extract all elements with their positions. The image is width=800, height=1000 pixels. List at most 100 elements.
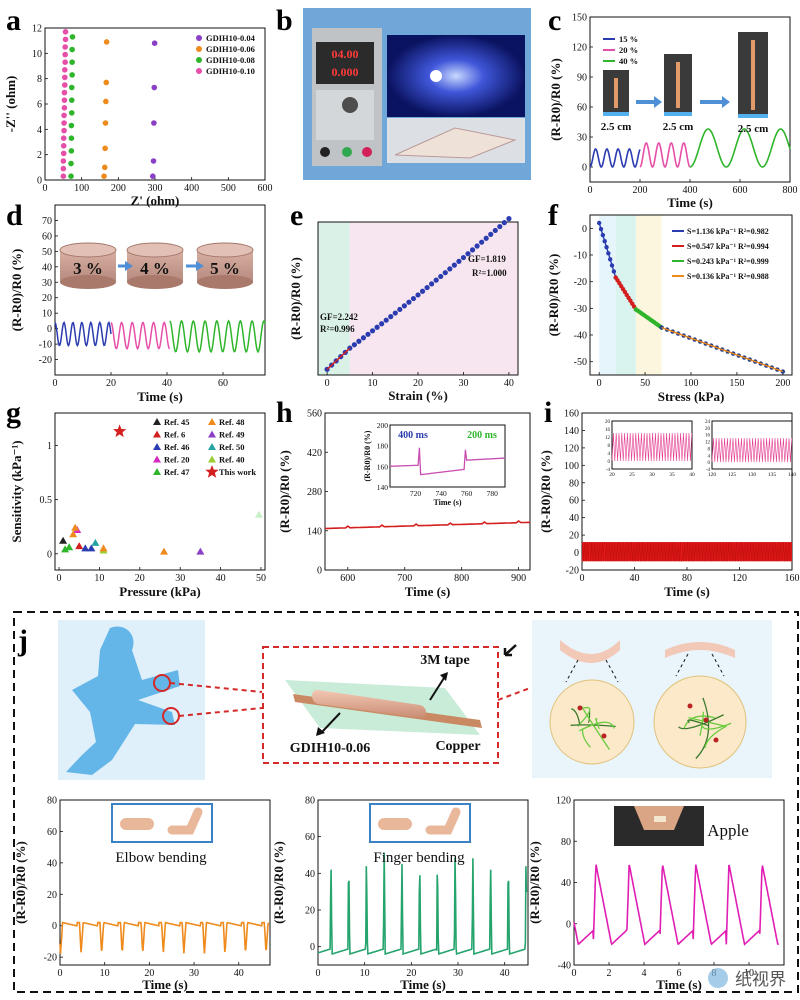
a-point-3 <box>61 120 67 126</box>
h-ytick-label: 140 <box>307 526 322 537</box>
j-finger-ylabel: (R-R0)/R0 (%) <box>271 841 286 924</box>
panel-label-g: g <box>6 396 21 429</box>
e-xtick-label: 30 <box>458 378 468 389</box>
d-xtick-label: 20 <box>106 378 116 389</box>
i-ytick-label: 80 <box>569 478 579 489</box>
g-legend-marker <box>153 418 161 425</box>
i-inset-ytick: 16 <box>705 434 711 439</box>
c-sample-strip <box>614 78 618 108</box>
a-xlabel: Z' (ohm) <box>131 193 180 208</box>
d-ytick-label: -20 <box>39 355 52 366</box>
a-point-2 <box>68 160 74 167</box>
c-xtick-label: 0 <box>588 185 593 196</box>
g-legend-marker <box>208 418 216 425</box>
j-elbow-photo-1 <box>120 818 154 830</box>
a-point-3 <box>61 89 68 96</box>
a-legend-label: GDIH10-0.08 <box>206 55 255 65</box>
i-inset-xtick: 40 <box>689 472 695 478</box>
e-xtick-label: 20 <box>413 378 423 389</box>
j-elbow-photo-2 <box>167 807 203 835</box>
e-point <box>392 310 398 316</box>
g-legend-label: Ref. 45 <box>164 417 190 427</box>
d-cylinder-top <box>196 242 254 258</box>
j-connector-1 <box>169 682 263 693</box>
d-cylinder-bottom <box>197 275 253 289</box>
e-point <box>438 273 444 280</box>
i-ytick-label: 20 <box>569 531 579 542</box>
f-ytick-label: -50 <box>574 357 587 368</box>
i-ytick-label: 160 <box>564 409 579 420</box>
d-ytick-label: 30 <box>42 278 52 289</box>
g-point <box>81 544 90 552</box>
g-legend-marker <box>208 430 216 438</box>
e-xtick-label: 10 <box>368 378 378 389</box>
j-polymer-chain <box>579 721 615 732</box>
j-sample-arrowhead <box>316 727 325 736</box>
j-connector-2 <box>178 707 263 717</box>
i-inset-ytick: 0 <box>708 461 711 466</box>
e-point <box>501 220 507 226</box>
j-finger-ytick-label: 80 <box>305 796 315 807</box>
g-axes-frame <box>54 412 266 571</box>
e-point <box>365 331 371 337</box>
a-xtick-label: 200 <box>111 183 126 194</box>
a-xtick-label: 400 <box>184 183 199 194</box>
a-point-3 <box>62 82 68 88</box>
a-point-2 <box>69 34 76 40</box>
f-legend-label: S=0.136 kPa⁻¹ R²=0.988 <box>687 272 769 281</box>
g-xtick-label: 20 <box>135 573 145 584</box>
h-inset-bg <box>390 425 505 487</box>
c-xlabel: Time (s) <box>667 195 713 210</box>
a-point-0 <box>150 158 157 164</box>
f-xtick-label: 200 <box>775 378 790 389</box>
j-polymer-chain <box>581 728 591 748</box>
h-ytick-label: 280 <box>307 487 322 498</box>
a-legend-marker <box>196 68 202 74</box>
watermark-text: 纸视界 <box>735 970 786 989</box>
e-r2-label: R²=1.000 <box>472 268 507 278</box>
e-point <box>451 262 457 268</box>
a-point-3 <box>60 173 67 179</box>
i-ytick-label: -20 <box>566 566 579 577</box>
h-inset-frame <box>389 424 506 488</box>
a-point-0 <box>151 40 158 46</box>
g-point-this-work <box>113 424 127 438</box>
j-finger-xtick-label: 30 <box>453 968 463 979</box>
e-point <box>369 328 376 334</box>
j-apple-xtick-label: 4 <box>642 968 647 979</box>
f-fit-line <box>598 222 617 278</box>
j-elbow-axes-frame <box>59 799 271 966</box>
f-fit-line <box>635 308 663 329</box>
d-strain-label: 5 % <box>210 259 240 278</box>
d-strain-label: 3 % <box>73 259 103 278</box>
c-length-label: 2.5 cm <box>663 121 694 133</box>
g-point <box>65 543 74 551</box>
e-point <box>397 306 403 313</box>
f-xtick-label: 0 <box>597 378 602 389</box>
g-point <box>69 530 78 538</box>
j-elbow-xtick-label: 20 <box>144 968 154 979</box>
a-point-3 <box>62 59 68 65</box>
g-legend-label: Ref. 20 <box>164 455 190 465</box>
c-ytick-label: 150 <box>572 13 587 24</box>
a-point-2 <box>68 84 75 91</box>
j-gel-sample <box>312 689 426 718</box>
f-ytick-label: 0 <box>582 224 587 235</box>
f-xtick-label: 100 <box>684 378 699 389</box>
g-point <box>254 510 263 518</box>
f-xlabel: Stress (kPa) <box>658 389 725 404</box>
d-arrowhead <box>196 261 204 271</box>
supply-display-voltage: 04.00 <box>332 47 359 61</box>
supply-knob <box>342 97 358 113</box>
e-point <box>488 231 494 237</box>
e-point <box>469 247 476 253</box>
i-ytick-label: 40 <box>569 513 579 524</box>
j-finger-photo-2 <box>425 807 461 835</box>
j-label-copper: Copper <box>435 739 480 754</box>
j-polymer-chain <box>700 722 732 730</box>
j-apple-ytick-label: -40 <box>558 961 571 972</box>
a-point-3 <box>61 112 67 119</box>
g-point <box>91 538 100 546</box>
c-sample-strip <box>751 40 755 110</box>
g-legend-label: Ref. 47 <box>164 467 190 477</box>
